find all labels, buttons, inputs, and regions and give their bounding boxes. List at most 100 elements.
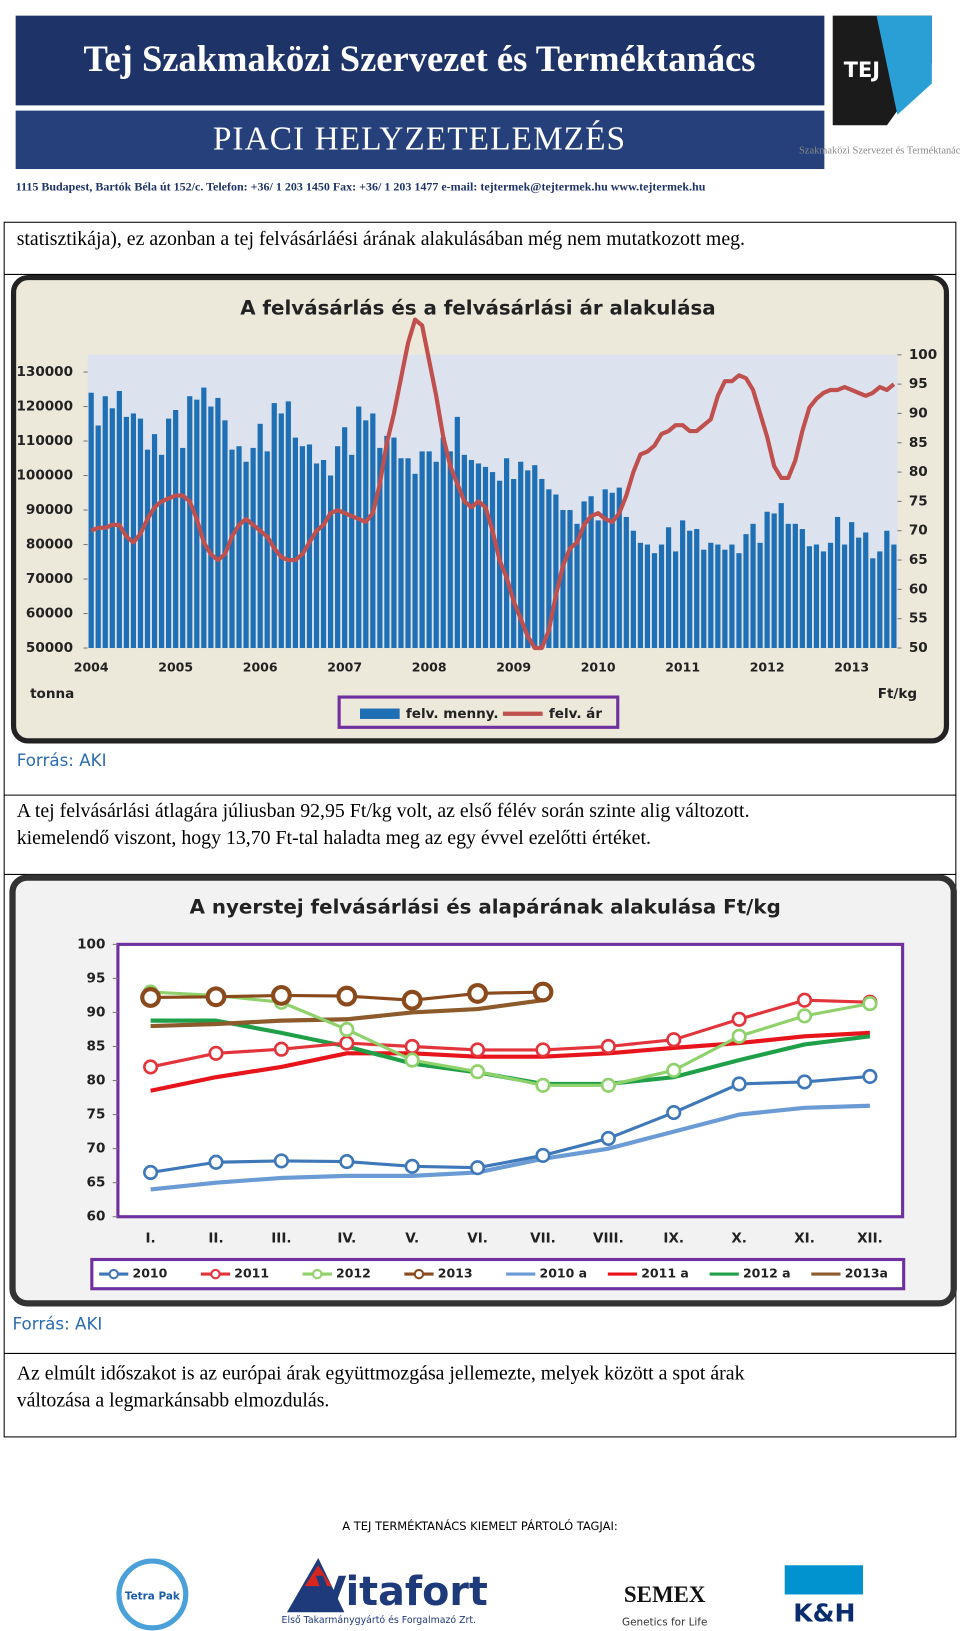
logo-text: Tetra Pak [125,1591,181,1603]
bar [518,461,524,649]
bar [384,435,390,649]
logo-text: SEMEX [624,1582,706,1607]
bar [475,463,482,649]
point [273,1153,289,1169]
bar [320,460,327,649]
bar [173,409,179,649]
bar [743,534,749,649]
bar [785,523,791,649]
line [150,998,870,1069]
bar [771,513,777,649]
y-tick-label: 100 [77,936,105,952]
bar [799,528,805,649]
header-title: Tej Szakmaközi Szervezet és Terméktanács [83,38,755,79]
bar [222,420,228,649]
y-tick-label: 100000 [16,468,73,484]
banner-bottom [15,110,825,170]
bar [616,487,622,649]
bar [813,544,820,649]
bar [644,544,651,649]
y-tick-label: 60000 [26,606,73,622]
point [600,1038,616,1055]
line [150,1103,870,1192]
legend-label: 2013 [438,1266,473,1281]
point [205,986,227,1008]
bar [342,427,348,649]
y2-tick-label: 65 [909,552,928,568]
point [532,981,554,1003]
bar [447,451,453,649]
bar [574,523,580,649]
bar [504,458,510,649]
bar [729,544,735,649]
legend-label: felv. menny. [406,706,499,722]
y2-tick-label: 100 [909,347,937,363]
banner-top [15,15,825,106]
bar [144,449,151,649]
bar [687,530,693,649]
x-tick-label: 2007 [327,659,362,674]
y-tick-label: 85 [87,1039,106,1055]
logo-caption: Szakmaközi Szervezet és Terméktanács [799,146,960,157]
legend-label: 2012 [336,1266,371,1281]
bar [489,472,496,649]
bar [292,437,298,649]
y-axis-label: tonna [30,686,74,702]
x-tick-label: 2005 [158,659,193,674]
point [535,1077,551,1093]
source: Forrás: AKI [12,1313,103,1334]
bar [630,530,636,649]
bar [313,463,320,649]
bar [602,489,608,649]
legend-label: 2010 [133,1266,168,1281]
bar [468,460,475,649]
point [404,1158,420,1174]
bar [673,551,679,649]
bar [440,437,446,649]
legend-marker [210,1268,221,1280]
line [150,990,871,1087]
logo-text: Genetics for Life [622,1617,707,1629]
bar [877,551,883,649]
line [150,1074,871,1175]
bar [856,537,862,649]
y2-axis-label: Ft/kg [878,686,917,702]
paragraph: változása a legmarkánsabb elmozdulás. [16,1389,330,1412]
point [339,1035,355,1051]
y-tick-label: 120000 [16,399,73,415]
bar [553,494,559,649]
bar [363,420,369,649]
y2-tick-label: 85 [909,435,928,451]
legend-label: felv. ár [549,706,602,722]
bar [151,434,158,649]
bar [278,413,284,649]
bar [841,544,848,649]
legend-label: 2010 a [539,1266,587,1281]
bar [863,532,869,649]
bar [405,458,411,649]
bar [208,406,214,649]
bar [257,423,263,649]
bar [581,501,587,649]
point [208,1154,224,1170]
header-subtitle: PIACI HELYZETELEMZÉS [213,121,626,158]
y-tick-label: 70000 [26,571,73,587]
point [404,1052,420,1068]
y-tick-label: 95 [87,970,106,986]
legend-label: 2012 a [743,1266,791,1281]
point [666,1062,682,1078]
bar [820,551,827,649]
bar [236,446,242,649]
x-tick-label: VIII. [593,1231,624,1247]
bar [215,397,221,649]
bar [806,546,812,649]
bar [88,392,94,649]
x-tick-label: 2008 [412,659,447,674]
bar [299,446,306,649]
point [731,1076,747,1092]
bar [201,387,207,649]
bar [250,447,256,649]
x-tick-label: 2004 [74,659,109,674]
x-tick-label: III. [271,1231,291,1247]
